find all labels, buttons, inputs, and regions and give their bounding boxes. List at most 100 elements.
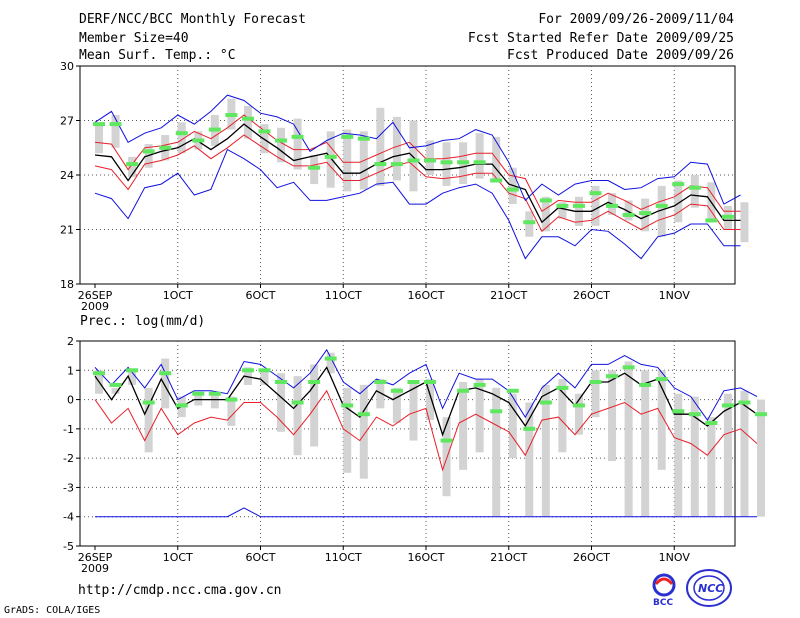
observation-mark bbox=[688, 185, 701, 190]
observation-mark bbox=[523, 426, 536, 431]
observation-mark bbox=[457, 160, 470, 165]
y-tick-label: -3 bbox=[63, 481, 74, 494]
observation-mark bbox=[258, 368, 271, 373]
observation-mark bbox=[490, 178, 503, 183]
range-bar bbox=[359, 384, 368, 479]
range-bar bbox=[690, 396, 699, 517]
range-bar bbox=[343, 387, 352, 473]
y-tick-label: -4 bbox=[63, 511, 74, 524]
range-bar bbox=[343, 129, 352, 192]
series-line-upper-blue bbox=[94, 94, 741, 205]
observation-mark bbox=[655, 203, 668, 208]
x-tick-label: 11OCT bbox=[325, 289, 362, 302]
range-bar bbox=[376, 107, 385, 186]
y-tick-label: 24 bbox=[60, 169, 74, 182]
observation-mark bbox=[606, 203, 619, 208]
range-bar bbox=[310, 364, 319, 447]
observation-mark bbox=[275, 380, 288, 384]
y-tick-label: 2 bbox=[67, 335, 74, 348]
observation-mark bbox=[159, 371, 172, 376]
observation-mark bbox=[556, 385, 569, 390]
range-bar bbox=[293, 118, 302, 170]
observation-mark bbox=[192, 391, 205, 396]
range-bar bbox=[260, 124, 269, 154]
observation-mark bbox=[192, 138, 205, 143]
observation-mark bbox=[390, 388, 403, 393]
range-bar bbox=[144, 387, 153, 453]
x-tick-label: 16OCT bbox=[407, 551, 444, 564]
observation-mark bbox=[109, 382, 122, 387]
range-bar bbox=[508, 393, 517, 459]
series-line-lower-blue bbox=[95, 507, 757, 518]
x-tick-label: 1OCT bbox=[163, 289, 193, 302]
observation-mark bbox=[556, 203, 569, 208]
x-tick-label: 26OCT bbox=[573, 551, 610, 564]
observation-mark bbox=[721, 214, 734, 219]
range-bar bbox=[591, 370, 600, 418]
observation-mark bbox=[357, 136, 370, 141]
y-tick-label: 30 bbox=[60, 60, 74, 73]
series-line-lower-red bbox=[94, 134, 741, 233]
observation-mark bbox=[407, 380, 420, 384]
observation-mark bbox=[440, 438, 453, 443]
range-bar bbox=[392, 116, 401, 181]
range-bar bbox=[740, 390, 749, 517]
observation-mark bbox=[440, 160, 453, 165]
x-tick-label: 1NOV bbox=[659, 289, 691, 302]
observation-mark bbox=[308, 380, 321, 384]
observation-mark bbox=[424, 380, 436, 384]
range-bar bbox=[475, 379, 484, 453]
y-tick-label: 27 bbox=[60, 115, 74, 128]
y-tick-label: 1 bbox=[67, 364, 74, 377]
range-bar bbox=[128, 156, 137, 177]
observation-mark bbox=[93, 371, 105, 376]
observation-mark bbox=[225, 113, 238, 118]
observation-mark bbox=[589, 191, 602, 196]
ncc-logo: NCC bbox=[686, 569, 732, 607]
range-bar bbox=[128, 370, 137, 385]
range-bar bbox=[210, 393, 219, 409]
range-bar bbox=[293, 376, 302, 456]
range-bar bbox=[624, 361, 633, 517]
series-line-upper-blue bbox=[94, 348, 758, 422]
svg-text:BCC: BCC bbox=[653, 598, 673, 608]
series-line-lower-blue bbox=[94, 148, 741, 260]
observation-mark bbox=[324, 356, 337, 361]
range-bar bbox=[723, 393, 732, 517]
observation-mark bbox=[341, 134, 354, 139]
observation-mark bbox=[142, 149, 155, 154]
x-tick-label: 1NOV bbox=[659, 551, 691, 564]
range-bar bbox=[409, 120, 418, 192]
observation-mark bbox=[738, 400, 751, 405]
x-tick-year-label: 2009 bbox=[81, 300, 109, 313]
range-bar bbox=[277, 127, 286, 163]
plot-frame bbox=[79, 340, 736, 547]
x-tick-label: 11OCT bbox=[325, 551, 362, 564]
bcc-logo: BCC bbox=[652, 573, 676, 608]
observation-mark bbox=[407, 158, 420, 163]
y-tick-label: -5 bbox=[63, 540, 74, 553]
observation-mark bbox=[208, 127, 221, 132]
range-bar bbox=[243, 105, 252, 139]
range-bar bbox=[277, 373, 286, 432]
observation-mark bbox=[275, 138, 288, 143]
observation-mark bbox=[705, 421, 718, 425]
range-bar bbox=[525, 402, 534, 517]
observation-mark bbox=[126, 368, 139, 373]
series-line-upper-red bbox=[94, 114, 741, 213]
observation-mark bbox=[688, 412, 701, 417]
observation-mark bbox=[622, 212, 635, 217]
range-bar bbox=[624, 200, 633, 221]
y-tick-label: -2 bbox=[63, 452, 74, 465]
range-bar bbox=[740, 202, 749, 243]
observation-mark bbox=[639, 382, 652, 387]
range-bar bbox=[657, 370, 666, 470]
observation-mark bbox=[539, 400, 552, 405]
member-size: Member Size=40 bbox=[79, 31, 189, 46]
range-bar bbox=[591, 185, 600, 226]
observation-mark bbox=[93, 122, 105, 127]
range-bar bbox=[674, 393, 683, 517]
